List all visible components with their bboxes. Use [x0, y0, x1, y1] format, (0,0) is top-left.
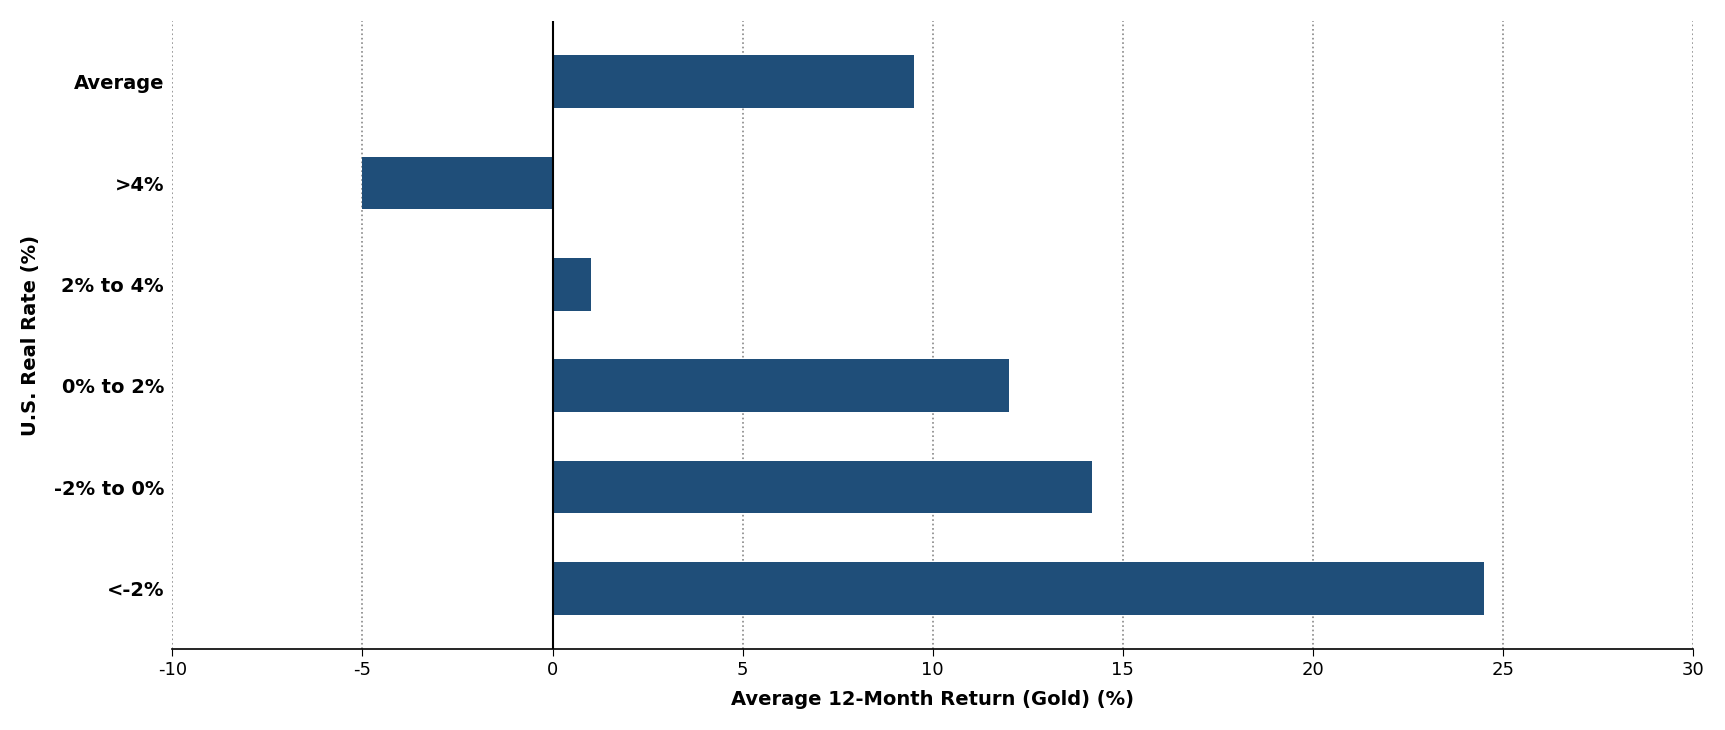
Bar	[552, 562, 1484, 615]
Bar	[552, 359, 1009, 412]
Bar	[552, 258, 590, 311]
Y-axis label: U.S. Real Rate (%): U.S. Real Rate (%)	[21, 234, 40, 436]
Bar	[552, 461, 1092, 513]
X-axis label: Average 12-Month Return (Gold) (%): Average 12-Month Return (Gold) (%)	[731, 690, 1133, 709]
Bar	[362, 157, 552, 210]
Bar	[552, 55, 914, 108]
